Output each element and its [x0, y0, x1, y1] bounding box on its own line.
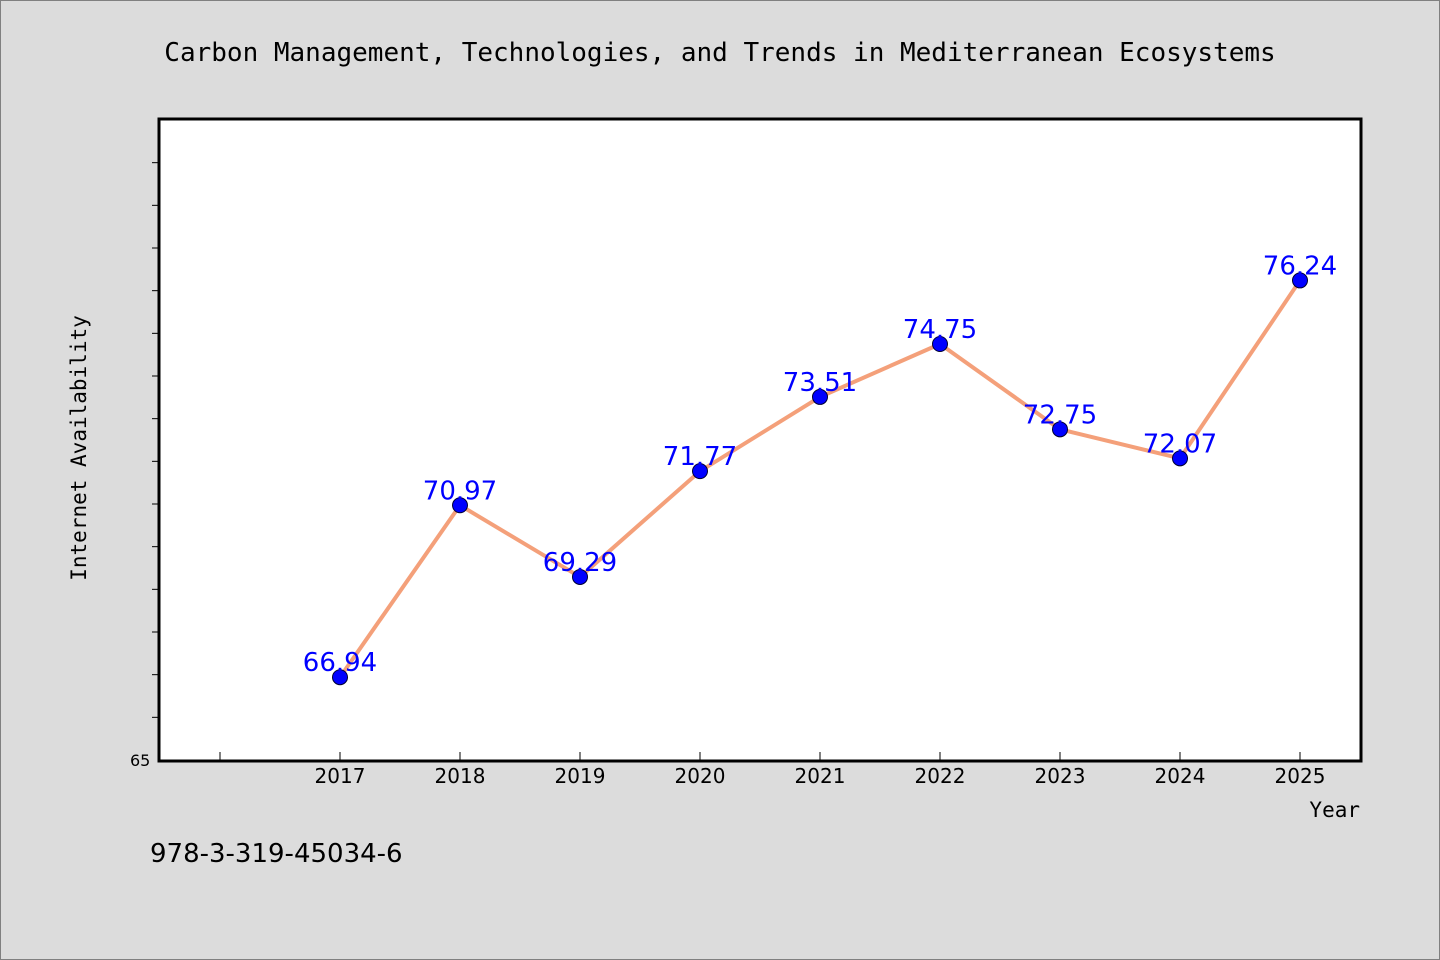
x-tick-label: 2024	[1155, 764, 1206, 788]
x-axis-tick-labels: 2017 2018 2019 2020 2021 2022 2023 2024 2025	[315, 764, 1326, 788]
x-tick-label: 2020	[675, 764, 726, 788]
x-tick-label: 2019	[555, 764, 606, 788]
data-label: 66.94	[303, 648, 377, 678]
x-tick-label: 2025	[1275, 764, 1326, 788]
y-axis-label: Internet Availability	[67, 315, 91, 581]
data-point	[1172, 450, 1188, 467]
x-tick-label: 2017	[315, 764, 366, 788]
data-point	[692, 463, 708, 480]
data-point	[452, 497, 468, 514]
isbn-text: 978-3-319-45034-6	[150, 839, 403, 869]
data-label: 71.77	[663, 442, 737, 472]
data-label: 70.97	[423, 476, 497, 506]
y-axis-min-label: 65	[130, 751, 150, 770]
x-tick-label: 2022	[915, 764, 966, 788]
data-point	[932, 336, 948, 352]
x-axis-ticks	[219, 752, 1301, 760]
data-point	[572, 568, 588, 585]
data-label: 72.75	[1023, 400, 1097, 430]
x-tick-label: 2021	[795, 764, 846, 788]
chart-title: Carbon Management, Technologies, and Tre…	[164, 38, 1275, 68]
data-label: 72.07	[1143, 429, 1217, 459]
data-label: 76.24	[1263, 251, 1337, 281]
data-point	[332, 669, 348, 686]
data-point	[1052, 421, 1068, 438]
x-tick-label: 2018	[435, 764, 486, 788]
plot-area	[157, 117, 1363, 763]
data-markers	[332, 272, 1308, 686]
x-axis-label: Year	[1309, 798, 1360, 822]
data-point	[1292, 272, 1308, 289]
data-label: 69.29	[543, 548, 617, 578]
data-labels: 66.94 70.97 69.29 71.77 73.51 74.75 72.75 72.07…	[303, 251, 1337, 678]
data-label: 73.51	[783, 368, 857, 398]
x-tick-label: 2023	[1035, 764, 1086, 788]
data-point	[812, 388, 828, 405]
data-label: 74.75	[903, 315, 977, 345]
y-axis-ticks	[152, 162, 160, 718]
